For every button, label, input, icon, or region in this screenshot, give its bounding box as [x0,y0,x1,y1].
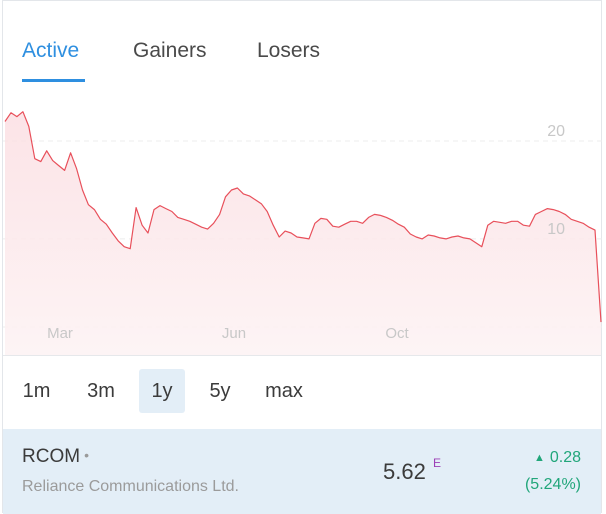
ticker-symbol: RCOM • [22,446,89,468]
range-1y-button[interactable]: 1y [139,369,185,413]
range-3m-button[interactable]: 3m [87,380,115,402]
range-5y-button[interactable]: 5y [209,380,231,402]
price-line [4,111,602,323]
x-tick-label-0: Mar [47,325,73,342]
price-change-percent: (5.24%) [524,476,581,493]
price-chart[interactable]: 20 10 Mar Jun Oct [3,97,603,355]
time-range-selector: 1m 3m 1y 5y max [3,355,601,429]
up-triangle-icon: ▲ [533,452,545,464]
y-tick-label-0: 20 [547,123,565,140]
price-flag: E [433,456,442,470]
x-tick-label-2: Oct [385,325,409,342]
tab-losers[interactable]: Losers [257,39,321,62]
x-tick-label-1: Jun [222,325,246,342]
range-max-button[interactable]: max [265,380,303,402]
price-chart-svg: 20 10 Mar Jun Oct [3,111,603,355]
price-area [5,111,601,355]
range-1m-button[interactable]: 1m [22,380,51,402]
stock-row[interactable]: RCOM • Reliance Communications Ltd. 5.62 … [3,429,601,514]
ticker-label: RCOM [22,446,81,467]
stock-price: 5.62 [383,459,426,484]
y-tick-label-1: 10 [547,221,565,238]
tab-bar: Active Gainers Losers [3,1,601,97]
company-name: Reliance Communications Ltd. [22,478,239,495]
tab-gainers[interactable]: Gainers [133,39,207,62]
status-dot-icon: • [84,447,89,463]
price-change-value: 0.28 [549,449,581,466]
tab-active[interactable]: Active [22,39,80,62]
active-tab-indicator [22,79,85,82]
price-change: ▲ 0.28 [534,449,581,467]
